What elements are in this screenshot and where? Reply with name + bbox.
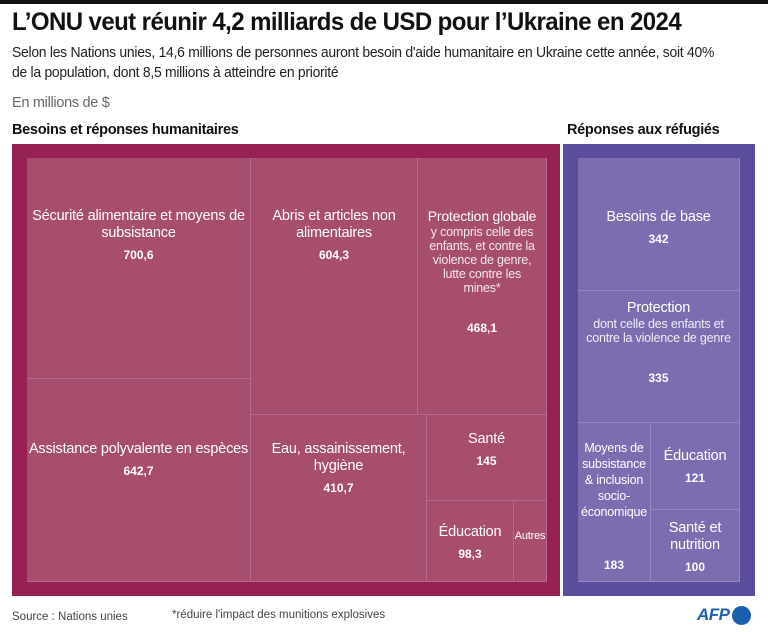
treemap-cell-refugees: Moyens de subsistance & inclusion socio-…: [578, 423, 651, 582]
cell-sublabel: y compris celle des enfants, et contre l…: [429, 225, 535, 295]
cell-label: Moyens de subsistance & inclusion socio-…: [580, 441, 648, 519]
treemap-cell-humanitarian: Eau, assainissement, hygiène 410,7: [251, 415, 427, 582]
top-rule: [0, 0, 768, 4]
cell-sublabel: dont celle des enfants et contre la viol…: [586, 317, 731, 345]
cell-value: 700,6: [123, 248, 154, 262]
treemap-cell-refugees: Éducation 121: [651, 423, 740, 510]
cell-value: 604,3: [318, 248, 350, 262]
cell-label: Protection globale: [427, 208, 537, 224]
afp-logo-text: AFP: [697, 605, 730, 624]
cell-value: 100: [684, 560, 706, 574]
cell-value: 410,7: [323, 481, 354, 495]
source-label: Source : Nations unies: [12, 611, 128, 623]
cell-value: 342: [648, 232, 669, 246]
treemap-cell-humanitarian: Santé 145: [427, 415, 547, 501]
cell-label: Santé: [468, 431, 505, 447]
cell-value: 98,3: [458, 547, 482, 561]
treemap-cell-refugees: Santé et nutrition 100: [651, 510, 740, 582]
cell-value: 642,7: [123, 464, 154, 478]
footnote: *réduire l'impact des munitions explosiv…: [172, 609, 386, 621]
cell-label: Autres: [514, 530, 546, 542]
chart-title: L’ONU veut réunir 4,2 milliards de USD p…: [12, 8, 682, 36]
cell-label: Santé et nutrition: [668, 520, 722, 553]
cell-value: 183: [603, 558, 625, 572]
group-label-refugees: Réponses aux réfugiés: [567, 122, 720, 138]
afp-logo-dot-icon: [731, 605, 751, 625]
cell-label: Eau, assainissement, hygiène: [271, 441, 406, 474]
cell-value: 145: [476, 454, 497, 468]
cell-value: 468,1: [466, 321, 498, 335]
cell-label: Protection: [626, 300, 691, 316]
treemap-cell-humanitarian: Assistance polyvalente en espèces 642,7: [27, 379, 251, 582]
treemap-cell-humanitarian: Autres: [514, 501, 547, 582]
unit-label: En millions de $: [12, 95, 110, 111]
treemap-cell-refugees: Besoins de base 342: [578, 158, 740, 291]
group-label-humanitarian: Besoins et réponses humanitaires: [12, 122, 239, 138]
cell-label: Besoins de base: [606, 209, 711, 225]
cell-value: 335: [648, 371, 669, 385]
treemap-cell-humanitarian: Abris et articles non alimentaires 604,3: [251, 158, 418, 415]
cell-label: Sécurité alimentaire et moyens de subsis…: [32, 208, 245, 241]
cell-label: Éducation: [438, 524, 502, 540]
treemap-cell-humanitarian: Protection globale y compris celle des en…: [418, 158, 547, 415]
treemap-cell-refugees: Protection dont celle des enfants et cont…: [578, 291, 740, 423]
cell-label: Assistance polyvalente en espèces: [28, 441, 249, 457]
afp-logo: AFP: [697, 605, 751, 625]
cell-label: Éducation: [663, 448, 727, 464]
treemap-cell-humanitarian: Éducation 98,3: [427, 501, 514, 582]
chart-subtitle: Selon les Nations unies, 14,6 millions d…: [12, 44, 715, 81]
cell-label: Abris et articles non alimentaires: [272, 208, 396, 241]
cell-value: 121: [684, 471, 706, 485]
treemap-cell-humanitarian: Sécurité alimentaire et moyens de subsis…: [27, 158, 251, 379]
